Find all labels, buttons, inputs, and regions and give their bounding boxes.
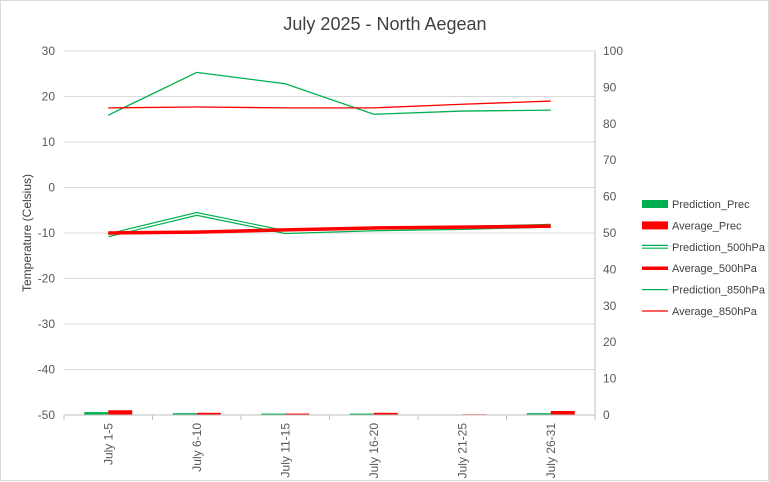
y2-tick-label: 50 xyxy=(603,226,617,240)
series-line xyxy=(108,224,551,235)
y2-tick-label: 100 xyxy=(603,44,623,58)
y-tick-label: -30 xyxy=(38,317,56,331)
y2-tick-label: 90 xyxy=(603,80,617,94)
y-axis-title: Temperature (Celsius) xyxy=(20,174,34,292)
legend-label: Average_850hPa xyxy=(672,306,758,318)
bar xyxy=(526,413,551,415)
legend-swatch xyxy=(642,221,668,230)
bar xyxy=(261,413,286,415)
y2-tick-label: 80 xyxy=(603,117,617,131)
y-tick-label: 20 xyxy=(42,90,56,104)
bar xyxy=(349,413,374,415)
y-tick-label: -50 xyxy=(38,408,56,422)
legend-label: Average_Prec xyxy=(672,220,742,232)
x-tick-label: July 11-15 xyxy=(278,423,292,478)
legend-label: Average_500hPa xyxy=(672,263,758,275)
y2-tick-label: 10 xyxy=(603,372,617,386)
x-tick-label: July 1-5 xyxy=(101,423,115,465)
legend: Prediction_Prec Average_Prec Prediction_50… xyxy=(642,199,766,318)
bar xyxy=(373,412,398,415)
legend-swatch xyxy=(642,200,668,208)
bar xyxy=(550,410,575,415)
y-tick-label: -40 xyxy=(38,363,56,377)
x-tick-label: July 21-25 xyxy=(455,423,469,479)
y-tick-label: 30 xyxy=(42,44,56,58)
bar xyxy=(285,413,310,415)
y-tick-label: -10 xyxy=(38,226,56,240)
axes: 3020100-10-20-30-40-50100908070605040302… xyxy=(38,44,624,478)
series-line xyxy=(108,100,551,109)
y-tick-label: 10 xyxy=(42,135,56,149)
series-line xyxy=(107,71,551,116)
legend-label: Prediction_850hPa xyxy=(672,285,766,297)
y2-tick-label: 0 xyxy=(603,408,610,422)
legend-label: Prediction_Prec xyxy=(672,199,750,211)
y2-tick-label: 30 xyxy=(603,299,617,313)
temperature-lines xyxy=(107,71,551,238)
x-tick-label: July 6-10 xyxy=(190,423,204,472)
y2-tick-label: 70 xyxy=(603,153,617,167)
x-tick-label: July 26-31 xyxy=(544,423,558,479)
y2-tick-label: 40 xyxy=(603,262,617,276)
chart-title: July 2025 - North Aegean xyxy=(283,14,486,34)
y-tick-label: -20 xyxy=(38,272,56,286)
bar xyxy=(84,412,109,415)
bar xyxy=(196,412,221,415)
x-tick-label: July 16-20 xyxy=(367,423,381,479)
y2-tick-label: 60 xyxy=(603,190,617,204)
y-tick-label: 0 xyxy=(48,181,55,195)
legend-label: Prediction_500hPa xyxy=(672,242,766,254)
bar xyxy=(172,413,197,415)
bar xyxy=(108,410,133,415)
precipitation-bars xyxy=(84,410,575,416)
y2-tick-label: 20 xyxy=(603,335,617,349)
